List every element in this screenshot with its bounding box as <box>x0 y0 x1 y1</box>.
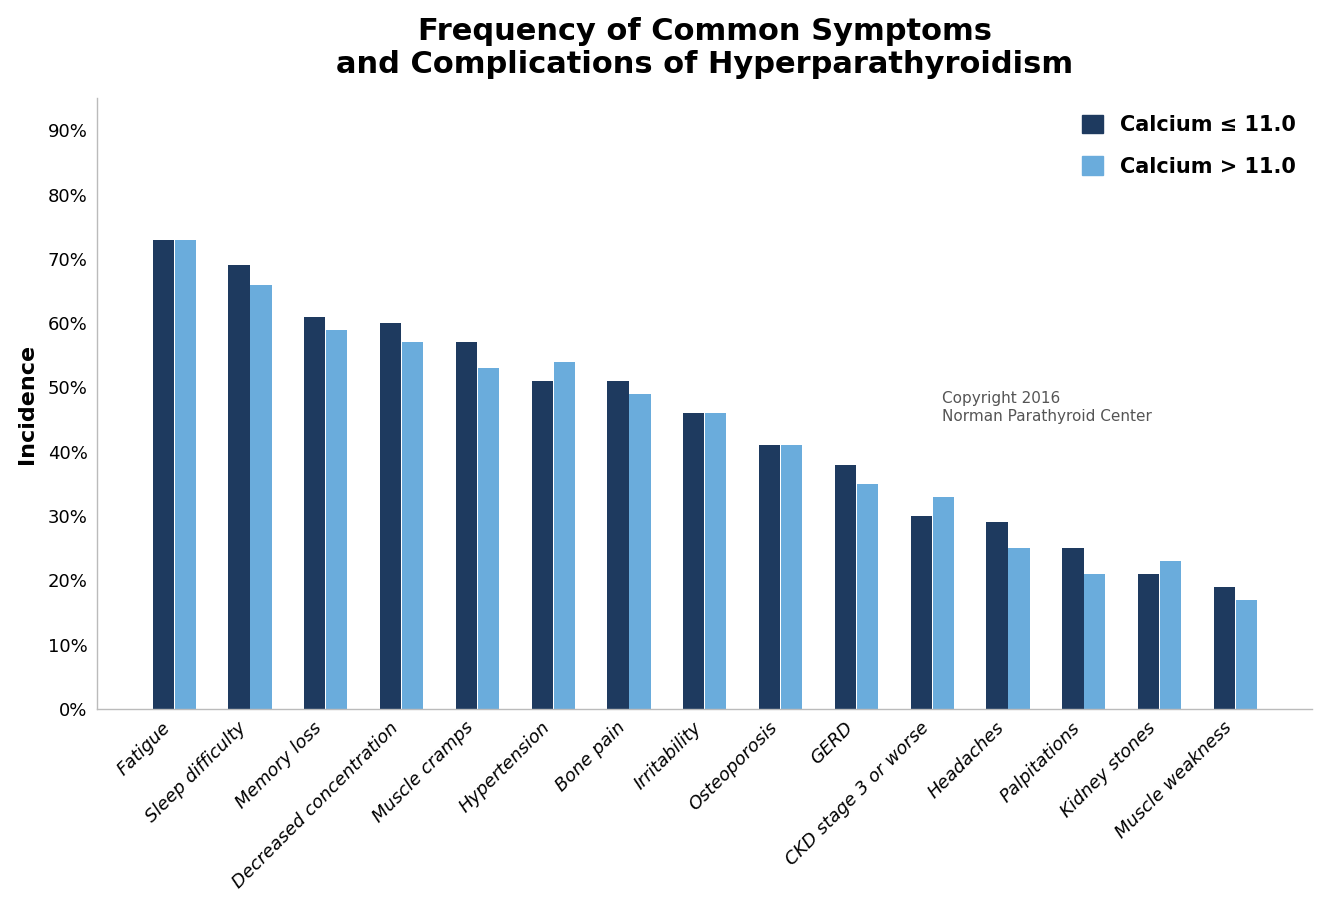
Bar <box>380 323 401 709</box>
Y-axis label: Incidence: Incidence <box>17 343 37 464</box>
Bar <box>1236 599 1257 709</box>
Bar <box>781 445 803 709</box>
Bar <box>1138 574 1159 709</box>
Text: Copyright 2016
Norman Parathyroid Center: Copyright 2016 Norman Parathyroid Center <box>942 391 1152 424</box>
Bar <box>630 394 651 709</box>
Title: Frequency of Common Symptoms
and Complications of Hyperparathyroidism: Frequency of Common Symptoms and Complic… <box>336 16 1074 79</box>
Bar <box>607 381 629 709</box>
Bar <box>683 413 704 709</box>
Bar <box>1213 587 1235 709</box>
Bar <box>986 522 1007 709</box>
Bar <box>554 361 575 709</box>
Bar <box>326 330 347 709</box>
Legend: Calcium ≤ 11.0, Calcium > 11.0: Calcium ≤ 11.0, Calcium > 11.0 <box>1082 114 1296 176</box>
Bar <box>1062 548 1083 709</box>
Bar <box>304 317 326 709</box>
Bar <box>835 465 856 709</box>
Bar <box>478 368 498 709</box>
Bar <box>401 342 423 709</box>
Bar <box>532 381 553 709</box>
Bar <box>250 284 271 709</box>
Bar <box>456 342 477 709</box>
Bar <box>174 240 195 709</box>
Bar <box>153 240 174 709</box>
Bar <box>933 497 954 709</box>
Bar <box>910 516 932 709</box>
Bar <box>1009 548 1030 709</box>
Bar <box>706 413 727 709</box>
Bar <box>1084 574 1106 709</box>
Bar <box>229 265 250 709</box>
Bar <box>759 445 780 709</box>
Bar <box>1160 561 1181 709</box>
Bar <box>857 484 878 709</box>
